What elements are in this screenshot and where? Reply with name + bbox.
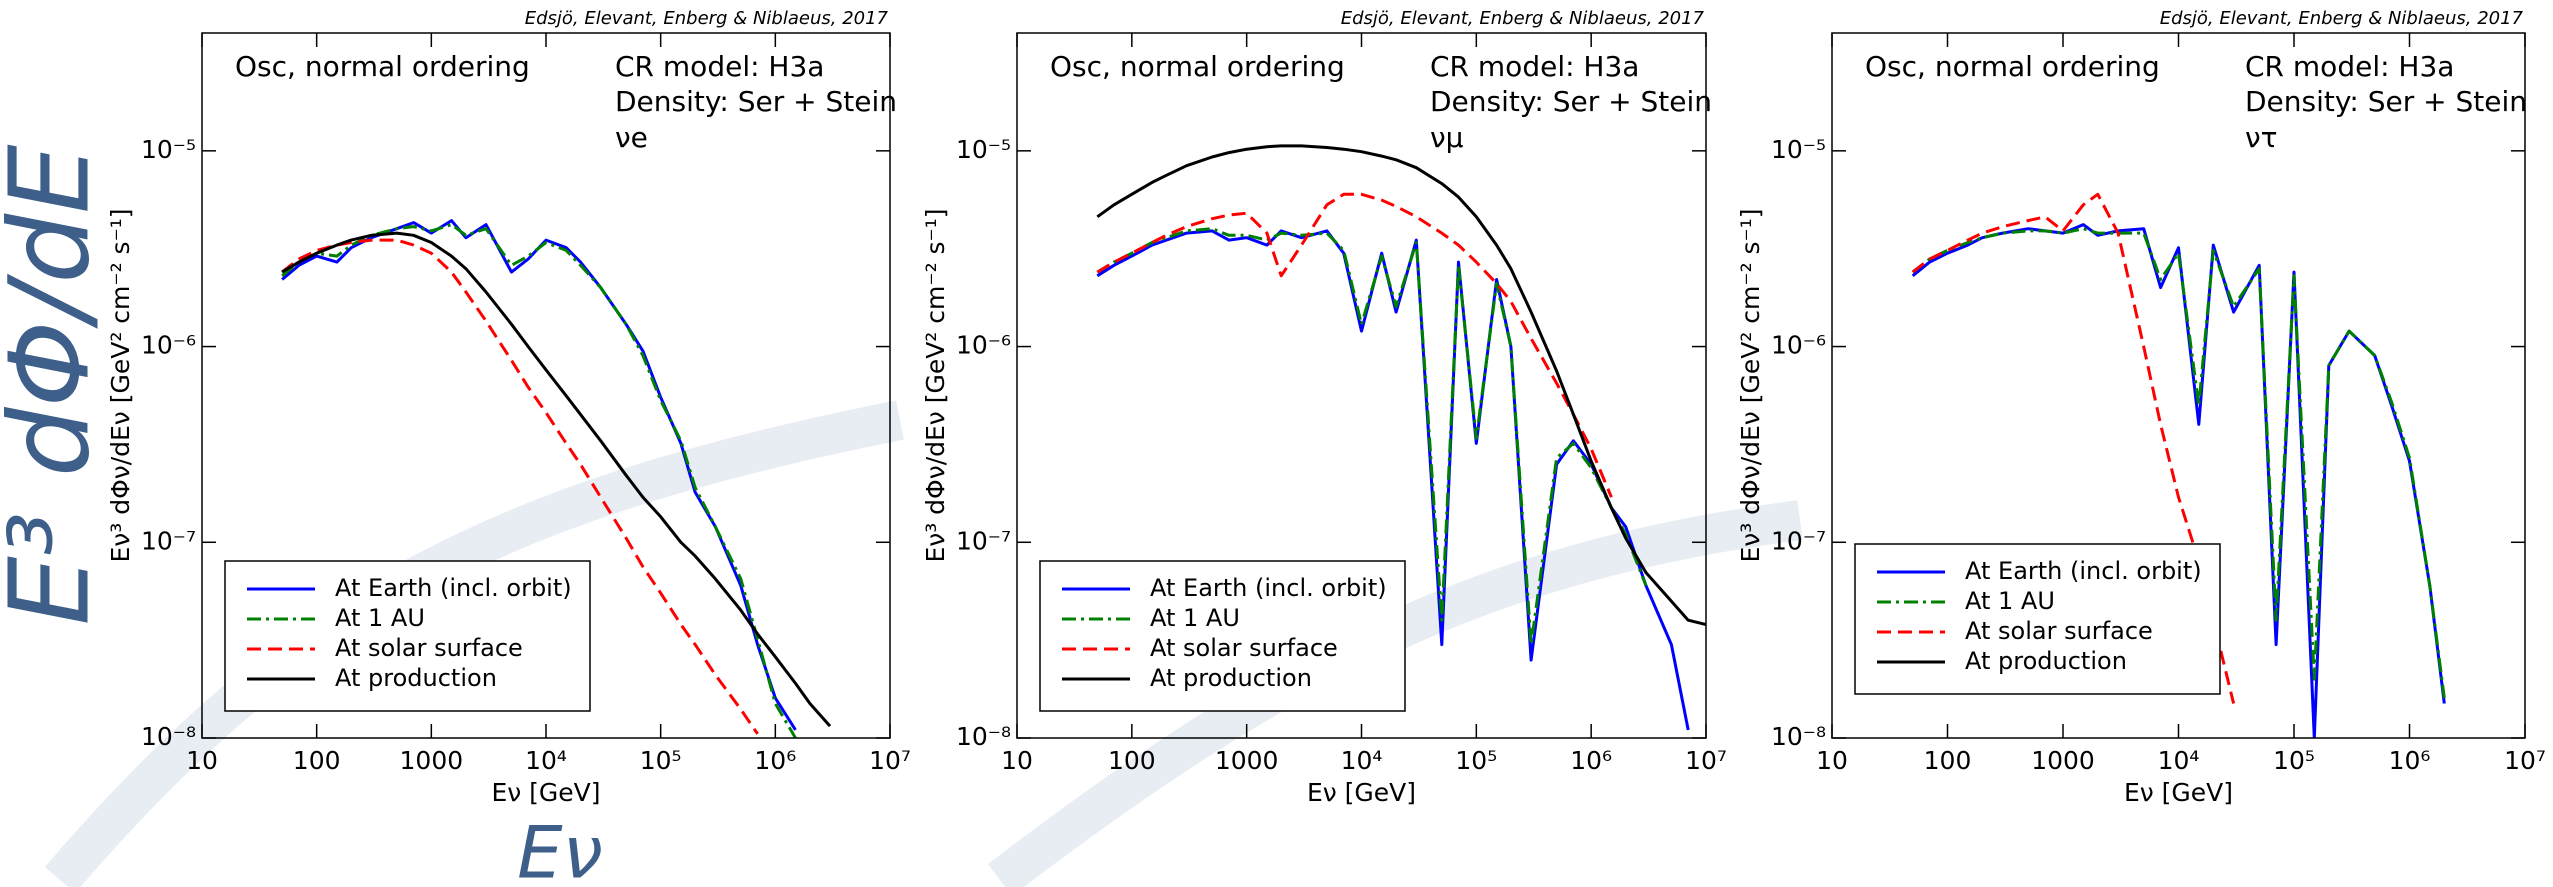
- scenario-label: Osc, normal ordering: [1050, 50, 1345, 83]
- y-tick-label: 10⁻⁸: [956, 722, 1011, 751]
- legend-label: At 1 AU: [1150, 604, 1240, 632]
- cr-model-label: CR model: H3a: [2245, 50, 2454, 83]
- density-label: Density: Ser + Stein: [2245, 85, 2527, 118]
- legend-label: At Earth (incl. orbit): [335, 574, 572, 602]
- x-tick-label: 10⁶: [754, 746, 796, 775]
- x-tick-label: 10⁶: [2389, 746, 2431, 775]
- y-axis-label: Eν³ dΦν/dEν [GeV² cm⁻² s⁻¹]: [921, 208, 950, 562]
- y-tick-label: 10⁻⁷: [956, 526, 1011, 555]
- y-tick-label: 10⁻⁶: [956, 331, 1011, 360]
- legend-label: At Earth (incl. orbit): [1150, 574, 1387, 602]
- x-tick-label: 10⁷: [2504, 746, 2546, 775]
- y-tick-label: 10⁻⁸: [1771, 722, 1826, 751]
- x-axis-label: Eν [GeV]: [491, 778, 600, 807]
- series-line: [1096, 227, 1648, 647]
- y-axis-label: Eν³ dΦν/dEν [GeV² cm⁻² s⁻¹]: [106, 208, 135, 562]
- legend-label: At production: [1965, 647, 2127, 675]
- chart-panel: 10 100 1000 10⁴ 10⁵ 10⁶ 10⁷ 10⁻⁸ 10⁻⁷ 10⁻⁶ 10⁻⁵ Eν …: [1736, 8, 2546, 807]
- cr-model-label: CR model: H3a: [1430, 50, 1639, 83]
- x-tick-label: 100: [293, 746, 341, 775]
- y-tick-label: 10⁻⁵: [956, 135, 1011, 164]
- x-tick-label: 1000: [2031, 746, 2095, 775]
- legend-label: At solar surface: [1150, 634, 1338, 662]
- y-tick-label: 10⁻⁵: [141, 135, 196, 164]
- x-tick-label: 100: [1924, 746, 1972, 775]
- y-tick-label: 10⁻⁸: [141, 722, 196, 751]
- y-tick-label: 10⁻⁷: [141, 526, 196, 555]
- flavor-label: νe: [615, 121, 648, 154]
- x-tick-label: 10: [186, 746, 218, 775]
- legend-box: [224, 560, 591, 712]
- x-tick-label: 10⁴: [525, 746, 567, 775]
- y-axis-label: Eν³ dΦν/dEν [GeV² cm⁻² s⁻¹]: [1736, 208, 1765, 562]
- credit: Edsjö, Elevant, Enberg & Niblaeus, 2017: [1341, 8, 1705, 29]
- chart-panel: 10 100 1000 10⁴ 10⁵ 10⁶ 10⁷ 10⁻⁸ 10⁻⁷ 10⁻⁶ 10⁻⁵ Eν …: [106, 8, 911, 807]
- flavor-label: ντ: [2245, 121, 2278, 154]
- x-tick-label: 10⁷: [869, 746, 911, 775]
- x-axis-label: Eν [GeV]: [1307, 778, 1416, 807]
- x-tick-label: 10⁵: [640, 746, 682, 775]
- legend-label: At production: [1150, 664, 1312, 692]
- y-tick-label: 10⁻⁵: [1771, 135, 1826, 164]
- y-tick-label: 10⁻⁶: [141, 331, 196, 360]
- x-tick-label: 10⁴: [2158, 746, 2200, 775]
- legend-label: At 1 AU: [335, 604, 425, 632]
- credit: Edsjö, Elevant, Enberg & Niblaeus, 2017: [525, 8, 889, 29]
- density-label: Density: Ser + Stein: [1430, 85, 1712, 118]
- x-tick-label: 10⁷: [1685, 746, 1727, 775]
- series-line: [281, 231, 832, 728]
- x-tick-label: 10: [1001, 746, 1033, 775]
- x-tick-label: 10⁵: [1455, 746, 1497, 775]
- scenario-label: Osc, normal ordering: [235, 50, 530, 83]
- x-tick-label: 10⁶: [1570, 746, 1612, 775]
- flavor-label: νμ: [1430, 121, 1464, 154]
- scenario-label: Osc, normal ordering: [1865, 50, 2160, 83]
- legend-label: At 1 AU: [1965, 587, 2055, 615]
- chart-panel: 10 100 1000 10⁴ 10⁵ 10⁶ 10⁷ 10⁻⁸ 10⁻⁷ 10⁻⁶ 10⁻⁵ Eν …: [921, 8, 1727, 807]
- x-tick-label: 10⁵: [2273, 746, 2315, 775]
- x-axis-label: Eν [GeV]: [2124, 778, 2233, 807]
- y-tick-label: 10⁻⁶: [1771, 331, 1826, 360]
- y-tick-label: 10⁻⁷: [1771, 526, 1826, 555]
- x-tick-label: 1000: [400, 746, 464, 775]
- legend-label: At production: [335, 664, 497, 692]
- side-caption: E³ dΦ/dE: [0, 144, 113, 626]
- series-line: [1096, 144, 1706, 626]
- bottom-caption: Eν: [517, 811, 603, 887]
- legend-label: At solar surface: [1965, 617, 2153, 645]
- series-line: [1096, 192, 1613, 498]
- legend-box: [1854, 543, 2221, 695]
- density-label: Density: Ser + Stein: [615, 85, 897, 118]
- cr-model-label: CR model: H3a: [615, 50, 824, 83]
- x-tick-label: 10: [1816, 746, 1848, 775]
- x-tick-label: 100: [1108, 746, 1156, 775]
- legend-label: At solar surface: [335, 634, 523, 662]
- x-tick-label: 1000: [1215, 746, 1279, 775]
- x-tick-label: 10⁴: [1341, 746, 1383, 775]
- series-line: [1911, 227, 2446, 699]
- series-line: [281, 238, 759, 735]
- credit: Edsjö, Elevant, Enberg & Niblaeus, 2017: [2160, 8, 2524, 29]
- legend-box: [1039, 560, 1406, 712]
- legend-label: At Earth (incl. orbit): [1965, 557, 2202, 585]
